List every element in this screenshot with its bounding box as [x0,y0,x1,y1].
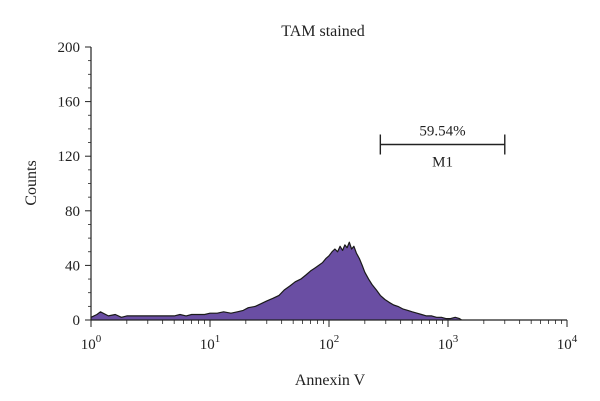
x-axis-ticks: 100 101 102 103 104 [81,320,578,353]
x-tick-base: 10 [200,337,215,353]
y-tick-label: 160 [58,95,81,111]
x-axis-label: Annexin V [295,372,366,389]
y-axis-label: Counts [23,160,40,205]
x-tick-base: 10 [319,337,334,353]
x-tick-base: 10 [557,337,572,353]
plot-area [90,241,462,321]
histogram-outline [90,241,462,321]
x-tick-label: 102 [319,333,340,353]
x-tick-label: 103 [438,333,459,353]
y-axis-ticks: 0 40 80 120 160 200 [58,40,91,329]
x-tick-label: 100 [81,333,102,353]
y-tick-label: 80 [65,204,80,220]
chart-title: TAM stained [281,23,365,40]
x-tick-base: 10 [438,337,453,353]
y-tick-label: 0 [73,313,81,329]
x-tick-exponent: 2 [334,333,340,345]
gate-name-label: M1 [432,155,453,171]
y-tick-label: 200 [58,40,81,56]
gate-percent-label: 59.54% [419,124,465,140]
histogram-area [91,242,462,320]
x-tick-label: 104 [557,333,578,353]
x-tick-exponent: 1 [215,333,221,345]
gate-marker-m1: 59.54% M1 [379,124,506,171]
x-tick-base: 10 [81,337,96,353]
x-tick-exponent: 0 [96,333,102,345]
x-tick-exponent: 3 [453,333,459,345]
x-tick-exponent: 4 [572,333,578,345]
y-tick-label: 120 [58,149,81,165]
x-tick-label: 101 [200,333,221,353]
y-tick-label: 40 [65,258,80,274]
